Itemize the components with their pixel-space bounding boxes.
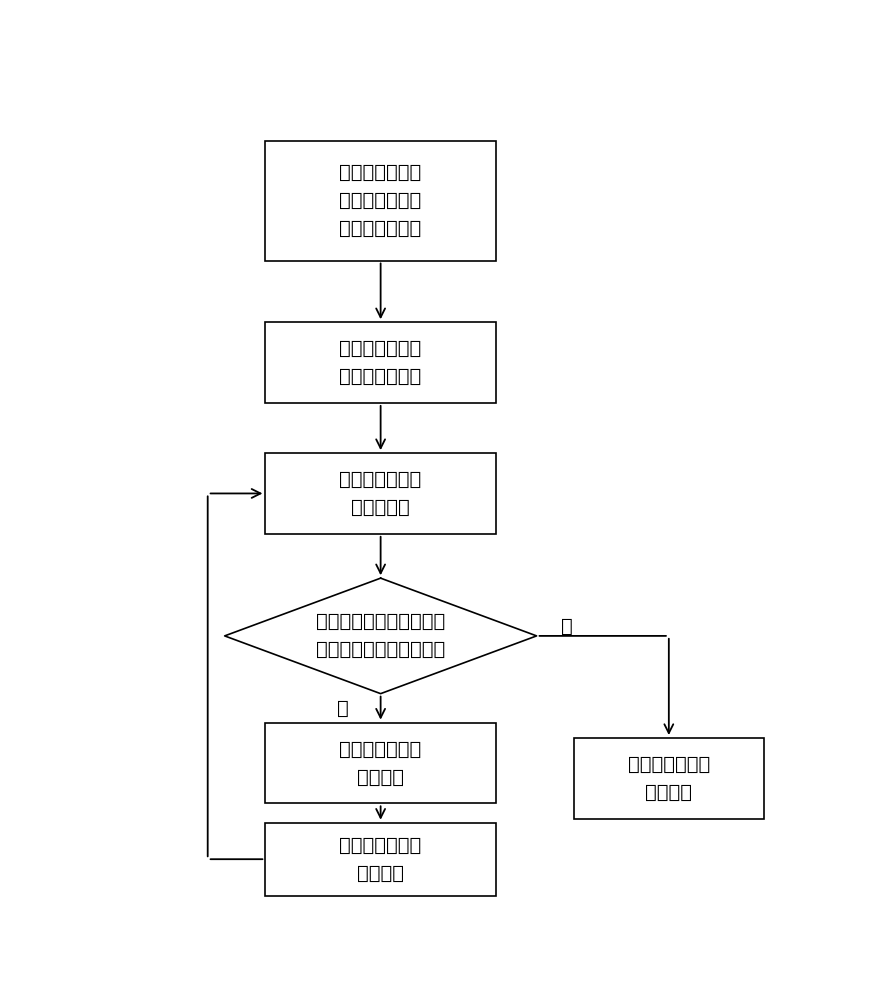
Text: 存储步进电机的
驱动步数: 存储步进电机的 驱动步数: [627, 755, 710, 802]
Bar: [265, 141, 496, 261]
Text: 判断实际转速与目标转速
的误差是否大于预设阈值: 判断实际转速与目标转速 的误差是否大于预设阈值: [316, 612, 445, 659]
Bar: [574, 738, 764, 819]
Text: 调整步进电机的
驱动步数: 调整步进电机的 驱动步数: [340, 836, 422, 883]
Text: 获取柴油机在当
前档位步进电机
的初始驱动步数: 获取柴油机在当 前档位步进电机 的初始驱动步数: [340, 163, 422, 238]
Text: 实时监测柴油机
的实际转速: 实时监测柴油机 的实际转速: [340, 470, 422, 517]
Bar: [265, 453, 496, 534]
Text: 驱动步进电机至
该初始驱动步数: 驱动步进电机至 该初始驱动步数: [340, 339, 422, 386]
Bar: [265, 322, 496, 403]
Text: 否: 否: [561, 617, 573, 636]
Text: 计算步进电机的
驱动步数: 计算步进电机的 驱动步数: [340, 739, 422, 786]
Text: 是: 是: [338, 699, 349, 718]
Bar: [265, 823, 496, 896]
Bar: [265, 723, 496, 803]
